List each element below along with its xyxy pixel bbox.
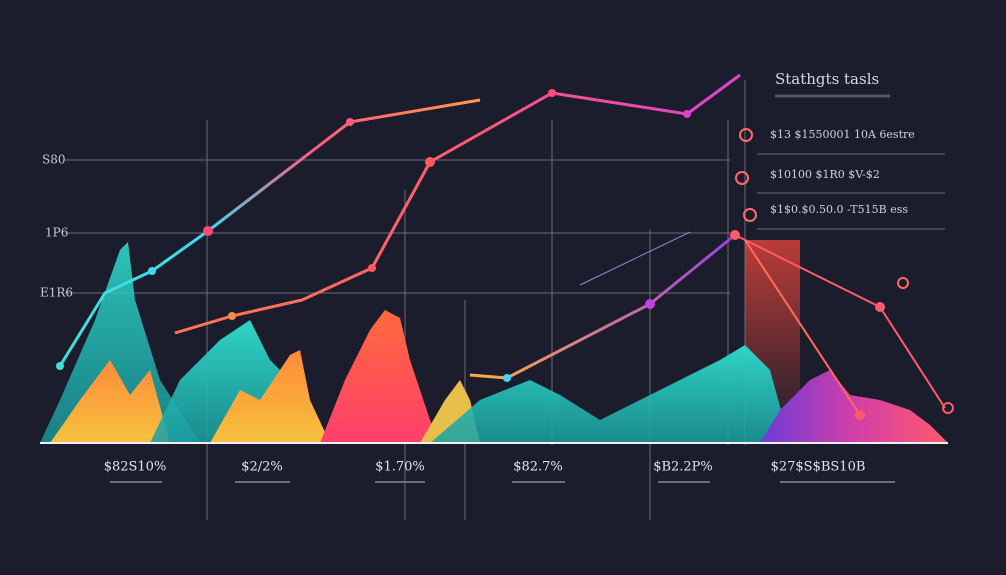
x-label: $82S10%: [104, 460, 167, 475]
x-labels: $82S10% $2/2% $1.70% $82.7% $B2.2P% $27$…: [104, 460, 866, 475]
area-fills: [40, 240, 948, 443]
legend-item: $1$0.$0.50.0 -T515B ess: [770, 203, 908, 216]
trend-lines: [58, 73, 946, 416]
y-label: S80: [42, 153, 66, 167]
panel-title: Stathgts tasls: [775, 70, 879, 88]
x-label: $27$S$BS10B: [771, 460, 866, 475]
markers: [56, 89, 954, 420]
y-label: 1P6: [45, 226, 68, 240]
grid: [65, 80, 746, 520]
y-label: E1R6: [40, 286, 73, 300]
legend-item: $10100 $1R0 $V-$2: [770, 168, 880, 181]
legend-item: $13 $1550001 10A 6estre: [770, 128, 915, 141]
x-label: $2/2%: [241, 460, 283, 475]
x-label: $1.70%: [375, 460, 425, 475]
x-label: $B2.2P%: [653, 460, 713, 475]
x-label: $82.7%: [513, 460, 563, 475]
